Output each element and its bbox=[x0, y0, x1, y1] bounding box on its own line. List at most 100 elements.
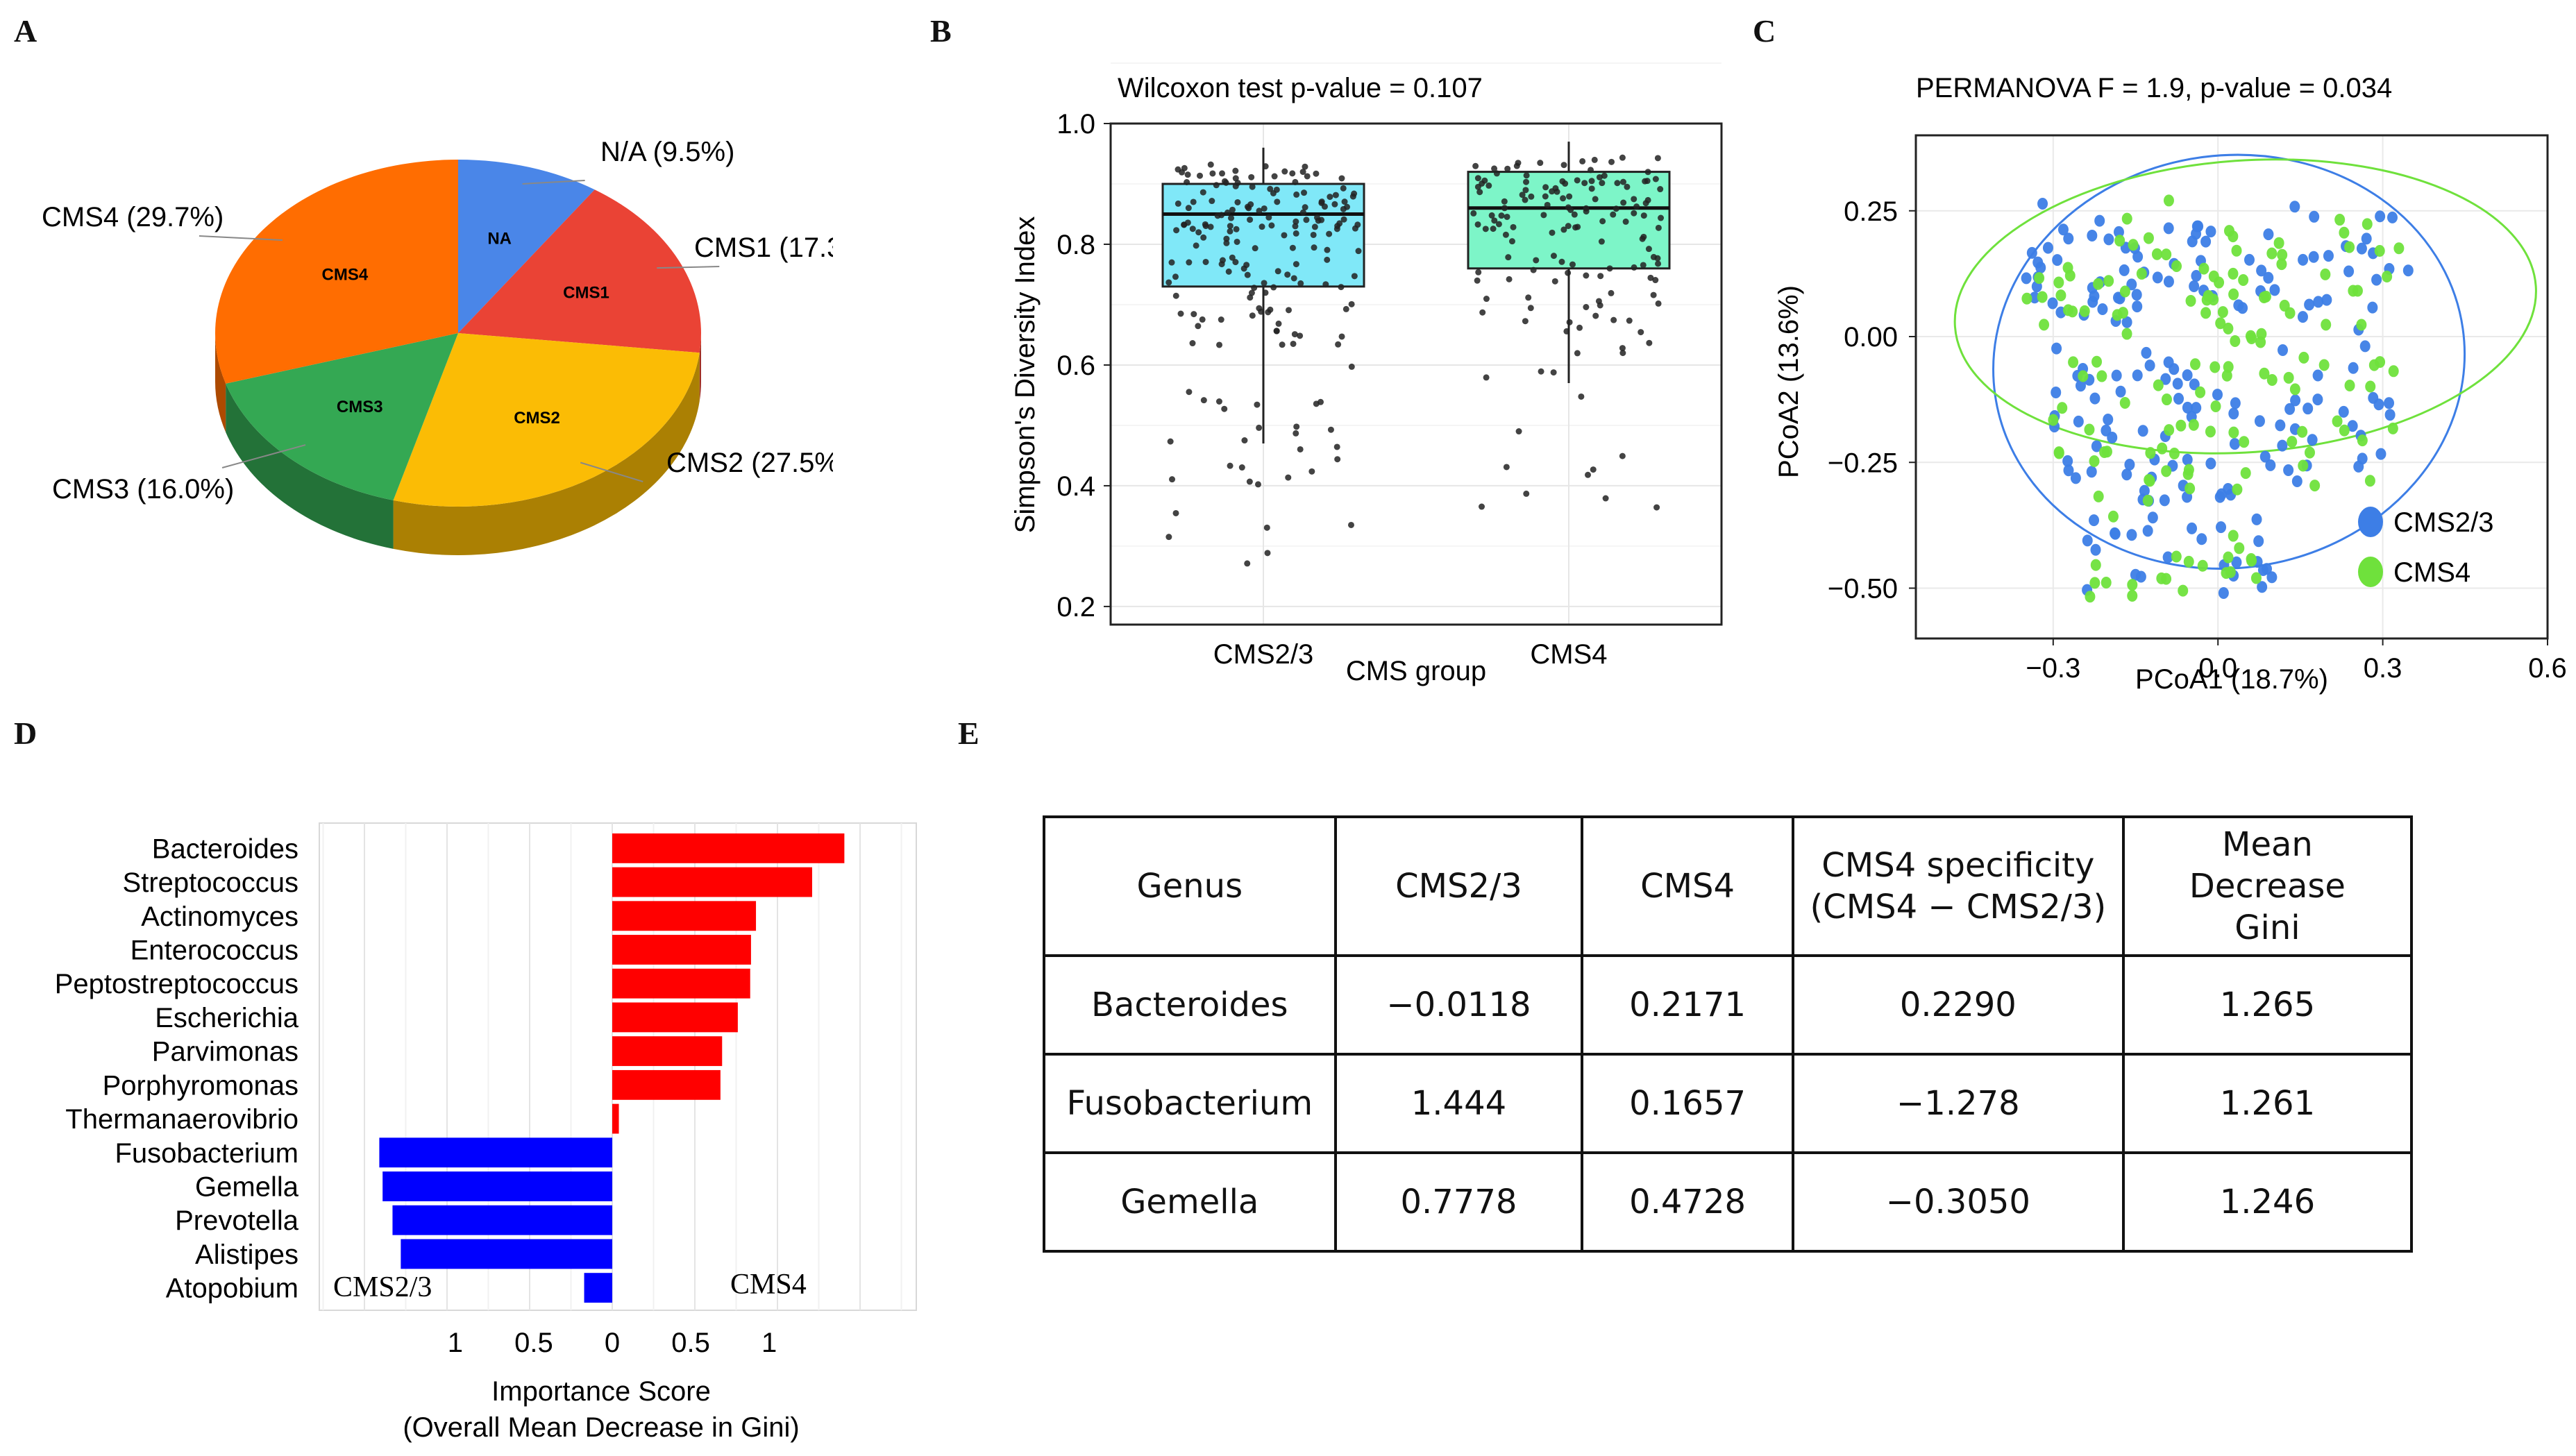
data-point-cms23 bbox=[2205, 226, 2216, 238]
data-point-cms4 bbox=[2048, 414, 2059, 426]
data-point bbox=[1293, 218, 1299, 225]
data-point bbox=[1224, 209, 1231, 216]
data-point-cms23 bbox=[2057, 223, 2069, 236]
data-point bbox=[1654, 155, 1661, 162]
data-point-cms23 bbox=[2256, 264, 2267, 277]
data-point-cms23 bbox=[2367, 301, 2378, 314]
data-point bbox=[1592, 196, 1599, 203]
data-point bbox=[1578, 393, 1585, 400]
data-point bbox=[1302, 204, 1308, 211]
data-point-cms23 bbox=[2371, 273, 2382, 286]
data-point bbox=[1631, 264, 1638, 271]
data-point bbox=[1261, 280, 1268, 287]
data-point bbox=[1340, 216, 1347, 223]
y-axis-label: PCoA2 (13.6%) bbox=[1774, 285, 1804, 478]
data-point bbox=[1506, 276, 1513, 282]
data-point bbox=[1324, 256, 1331, 263]
data-point bbox=[1254, 401, 1261, 408]
data-point-cms4 bbox=[2210, 400, 2221, 413]
data-point-cms23 bbox=[2263, 271, 2274, 284]
data-point-cms23 bbox=[2312, 369, 2323, 382]
data-point bbox=[1619, 452, 1626, 459]
data-point bbox=[1475, 269, 1482, 276]
data-point bbox=[1189, 340, 1196, 347]
data-point bbox=[1228, 214, 1235, 221]
data-point bbox=[1199, 189, 1206, 196]
data-point-cms23 bbox=[2126, 278, 2137, 291]
data-point-cms23 bbox=[2257, 581, 2268, 593]
data-point bbox=[1274, 268, 1281, 275]
data-point bbox=[1544, 201, 1551, 208]
data-point bbox=[1583, 205, 1590, 212]
table-row: Bacteroides −0.0118 0.2171 0.2290 1.265 bbox=[1043, 954, 2414, 1056]
data-point-cms4 bbox=[2136, 267, 2147, 280]
bar-bacteroides bbox=[612, 833, 845, 863]
bar-parvimonas bbox=[612, 1036, 723, 1067]
data-point bbox=[1654, 255, 1661, 262]
data-point bbox=[1474, 221, 1481, 228]
data-point-cms23 bbox=[2251, 513, 2262, 525]
data-point-cms23 bbox=[2160, 373, 2171, 385]
data-point-cms4 bbox=[2208, 270, 2219, 282]
data-point-cms23 bbox=[2086, 466, 2097, 478]
data-point-cms23 bbox=[2113, 226, 2124, 238]
data-point-cms4 bbox=[2169, 448, 2180, 460]
data-point bbox=[1321, 203, 1328, 210]
data-point-cms4 bbox=[2256, 328, 2267, 340]
data-point-cms4 bbox=[2093, 490, 2104, 502]
data-point bbox=[1167, 438, 1174, 445]
data-point bbox=[1515, 428, 1522, 435]
data-point-cms23 bbox=[2277, 439, 2288, 452]
data-point-cms4 bbox=[2021, 292, 2032, 305]
x-tick-label: 1 bbox=[448, 1328, 463, 1358]
data-point bbox=[1563, 328, 1570, 335]
data-point bbox=[1642, 178, 1649, 185]
data-point bbox=[1200, 397, 1207, 404]
data-point bbox=[1216, 341, 1223, 348]
data-point bbox=[1588, 167, 1594, 173]
data-point bbox=[1326, 230, 1333, 237]
data-point bbox=[1503, 464, 1510, 471]
data-point bbox=[1483, 296, 1490, 303]
data-point bbox=[1588, 178, 1595, 185]
data-point bbox=[1560, 226, 1567, 233]
left-group-label: CMS2/3 bbox=[333, 1271, 432, 1303]
table-cell: Bacteroides bbox=[1043, 954, 1337, 1056]
data-point bbox=[1270, 284, 1277, 291]
data-point-cms23 bbox=[2173, 393, 2184, 405]
data-point bbox=[1221, 405, 1228, 412]
header-cms4: CMS4 bbox=[1581, 815, 1794, 957]
data-point-cms23 bbox=[2356, 242, 2367, 255]
data-point bbox=[1652, 176, 1659, 183]
data-point bbox=[1522, 318, 1529, 325]
data-point-cms23 bbox=[2321, 294, 2332, 306]
callout-line bbox=[199, 235, 283, 242]
table-cell: 1.261 bbox=[2121, 1053, 2414, 1154]
data-point bbox=[1233, 226, 1240, 232]
data-point-cms23 bbox=[2142, 525, 2153, 537]
data-point bbox=[1599, 218, 1606, 225]
data-point bbox=[1252, 245, 1258, 252]
data-point bbox=[1195, 229, 1202, 236]
data-point bbox=[1652, 277, 1659, 284]
x-axis-label: CMS group bbox=[1346, 656, 1486, 686]
callout-line bbox=[522, 180, 585, 185]
data-point bbox=[1566, 319, 1573, 325]
data-point bbox=[1583, 272, 1590, 279]
data-point bbox=[1303, 217, 1310, 223]
data-point-cms23 bbox=[2304, 298, 2315, 311]
data-point-cms4 bbox=[2320, 268, 2331, 280]
data-point-cms23 bbox=[2307, 434, 2318, 446]
data-point bbox=[1658, 214, 1665, 221]
data-point-cms4 bbox=[2356, 319, 2367, 331]
data-point-cms23 bbox=[2172, 378, 2183, 390]
data-point bbox=[1308, 468, 1315, 475]
data-point-cms23 bbox=[2091, 440, 2102, 452]
category-label: Atopobium bbox=[166, 1273, 298, 1304]
data-point bbox=[1189, 226, 1196, 232]
data-point-cms4 bbox=[2119, 396, 2130, 409]
data-point bbox=[1592, 312, 1599, 319]
data-point bbox=[1333, 443, 1340, 450]
x-tick-label: 0 bbox=[605, 1328, 620, 1358]
data-point bbox=[1591, 156, 1598, 163]
